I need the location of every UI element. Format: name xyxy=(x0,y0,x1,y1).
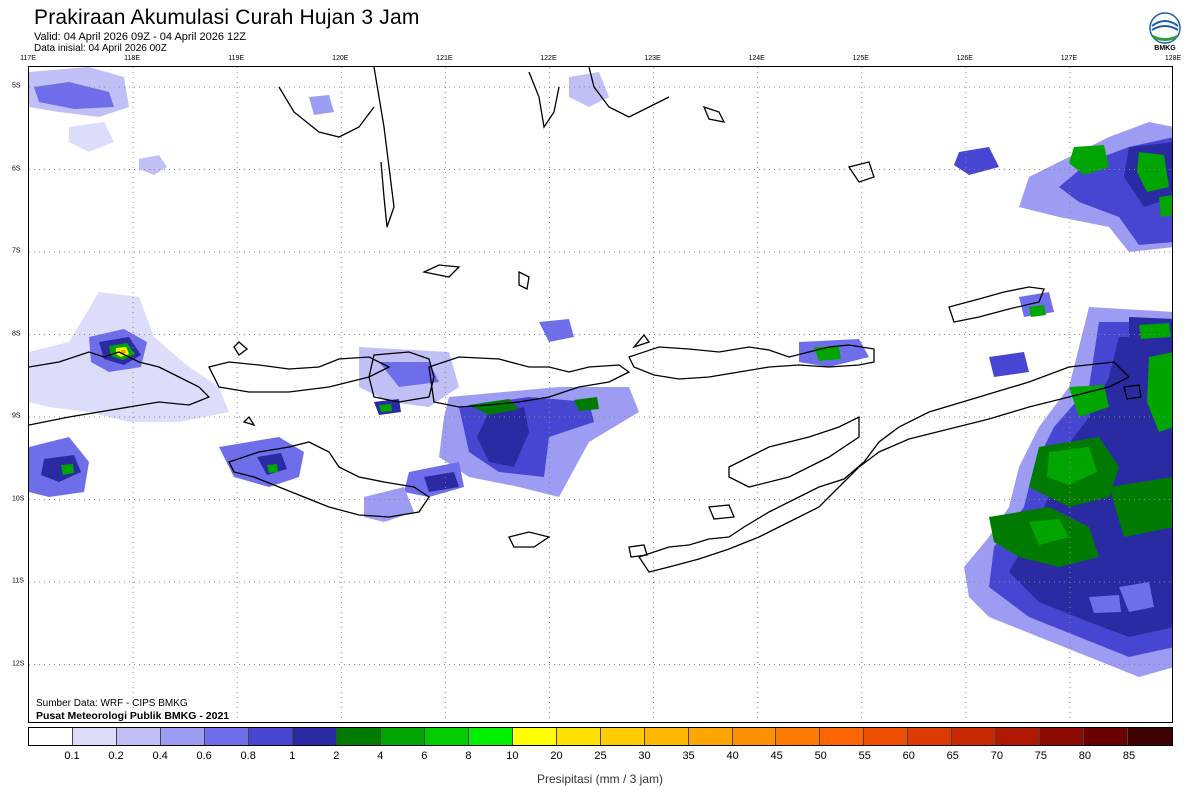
colorbar-swatch xyxy=(996,728,1041,745)
latitude-label: 11S xyxy=(12,577,24,585)
colorbar-swatch xyxy=(644,728,689,745)
colorbar-swatch xyxy=(116,728,161,745)
colorbar-tick-label: 80 xyxy=(1078,750,1092,762)
colorbar-swatch xyxy=(1128,728,1173,745)
colorbar-swatch xyxy=(336,728,381,745)
data-source-credit: Sumber Data: WRF - CIPS BMKG xyxy=(36,698,188,709)
latitude-label: 6S xyxy=(12,165,21,172)
colorbar-swatch xyxy=(776,728,821,745)
map-title: Prakiraan Akumulasi Curah Hujan 3 Jam xyxy=(34,6,420,29)
colorbar-swatch xyxy=(512,728,557,745)
colorbar-tick-label: 70 xyxy=(990,750,1003,762)
colorbar-swatch xyxy=(1040,728,1085,745)
colorbar-tick-label: 65 xyxy=(946,750,959,762)
colorbar-swatch xyxy=(908,728,953,745)
colorbar-swatch xyxy=(248,728,293,745)
colorbar-swatch xyxy=(292,728,337,745)
longitude-label: 120E xyxy=(332,55,349,62)
colorbar-swatch xyxy=(424,728,469,745)
colorbar-tick-label: 0.6 xyxy=(196,750,212,762)
colorbar-tick-label: 0.4 xyxy=(152,750,168,762)
longitude-label: 128E xyxy=(1164,55,1182,62)
colorbar-tick-label: 4 xyxy=(377,750,384,762)
coastlines xyxy=(29,67,1142,573)
colorbar-tick-label: 2 xyxy=(333,750,340,762)
longitude-label: 121E xyxy=(436,55,453,62)
colorbar-tick-label: 6 xyxy=(421,750,428,762)
colorbar-swatch xyxy=(1084,728,1129,745)
initial-data-time: Data inisial: 04 April 2026 00Z xyxy=(34,43,167,54)
precipitation-field xyxy=(29,67,1172,677)
colorbar-tick-label: 60 xyxy=(902,750,915,762)
colorbar-tick-label: 25 xyxy=(594,750,607,762)
longitude-label: 118E xyxy=(124,55,140,62)
colorbar-swatch xyxy=(160,728,205,745)
precipitation-colorbar xyxy=(28,727,1173,746)
graticule xyxy=(29,67,1172,722)
colorbar-tick-label: 0.1 xyxy=(64,750,80,762)
latitude-label: 8S xyxy=(12,330,21,337)
colorbar-tick-label: 10 xyxy=(506,750,519,762)
colorbar-title: Presipitasi (mm / 3 jam) xyxy=(536,772,664,786)
colorbar-tick-label: 35 xyxy=(682,750,695,762)
colorbar-swatch xyxy=(952,728,997,745)
colorbar-tick-label: 20 xyxy=(550,750,563,762)
colorbar-swatch xyxy=(600,728,645,745)
colorbar-tick-label: 75 xyxy=(1034,750,1047,762)
colorbar-tick-label: 1 xyxy=(289,750,296,762)
longitude-label: 127E xyxy=(1060,55,1078,62)
colorbar-swatch xyxy=(732,728,777,745)
latitude-label: 10S xyxy=(12,495,25,502)
latitude-label: 9S xyxy=(12,412,21,420)
longitude-label: 122E xyxy=(540,55,557,62)
colorbar-swatch xyxy=(556,728,601,745)
colorbar-tick-label: 85 xyxy=(1122,750,1136,762)
bmkg-logo-icon xyxy=(1149,12,1181,44)
longitude-label: 123E xyxy=(644,55,661,62)
colorbar-swatch xyxy=(688,728,733,745)
colorbar-swatch xyxy=(820,728,865,745)
colorbar-tick-label: 40 xyxy=(726,750,739,762)
longitude-label: 119E xyxy=(228,55,245,62)
colorbar-tick-label: 0.8 xyxy=(240,750,256,762)
colorbar-tick-label: 30 xyxy=(638,750,651,762)
colorbar-swatch xyxy=(72,728,117,745)
colorbar-tick-label: 0.2 xyxy=(108,750,124,762)
colorbar-swatch xyxy=(380,728,425,745)
latitude-label: 12S xyxy=(12,660,25,667)
valid-period: Valid: 04 April 2026 09Z - 04 April 2026… xyxy=(34,31,246,43)
colorbar-swatch xyxy=(864,728,909,745)
longitude-label: 117E xyxy=(20,55,36,62)
colorbar-tick-label: 8 xyxy=(465,750,472,762)
longitude-label: 125E xyxy=(852,55,869,62)
colorbar-swatch xyxy=(204,728,249,745)
organization-credit: Pusat Meteorologi Publik BMKG - 2021 xyxy=(36,710,230,722)
precipitation-map xyxy=(28,66,1173,723)
latitude-label: 5S xyxy=(12,82,21,90)
colorbar-tick-label: 50 xyxy=(814,750,827,762)
colorbar-tick-label: 45 xyxy=(770,750,783,762)
bmkg-logo-text: BMKG xyxy=(1154,45,1176,52)
colorbar-swatch xyxy=(29,728,73,745)
longitude-label: 124E xyxy=(748,55,765,62)
colorbar-tick-label: 55 xyxy=(858,750,871,762)
latitude-label: 7S xyxy=(12,247,21,255)
longitude-label: 126E xyxy=(956,55,973,62)
colorbar-swatch xyxy=(468,728,513,745)
